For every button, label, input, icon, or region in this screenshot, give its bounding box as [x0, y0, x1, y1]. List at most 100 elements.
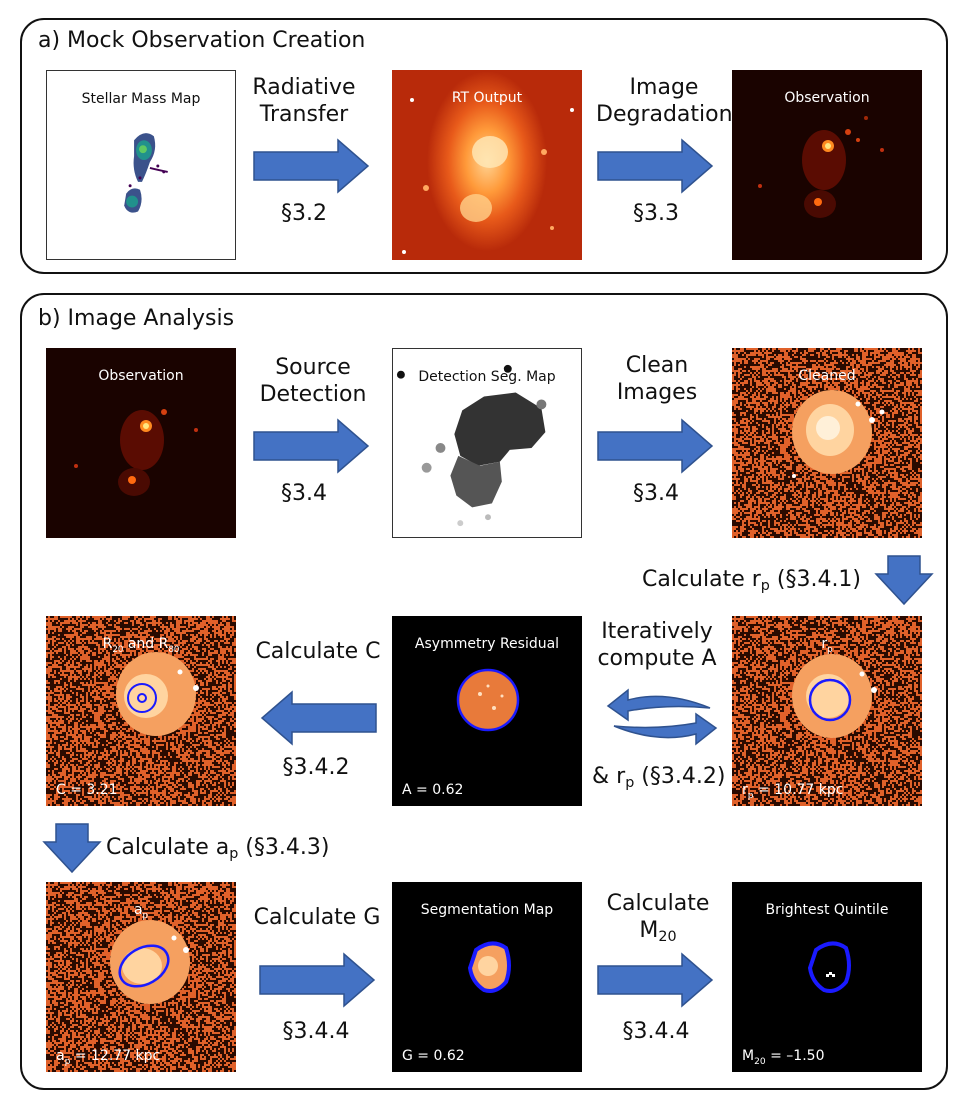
brightest-quintile-image: Brightest Quintile M20 = –1.50 [732, 882, 922, 1072]
concentration-stat: C = 3.21 [56, 782, 118, 798]
segmentation-map-caption: Segmentation Map [420, 902, 554, 918]
calculate-m20-line2: M20 [596, 917, 720, 944]
calculate-ap-label: Calculate ap (§3.4.3) [106, 834, 329, 861]
clean-images-line2: Images [616, 380, 698, 405]
calculate-m20-label: Calculate M20 [596, 890, 720, 944]
calculate-g-section: §3.4.4 [282, 1019, 350, 1044]
arrow-right-icon [597, 418, 714, 474]
stellar-mass-map-caption: Stellar Mass Map [81, 91, 201, 107]
stellar-mass-map-image: Stellar Mass Map [46, 70, 236, 260]
observation-image-b: Observation [46, 348, 236, 538]
calculate-m20-main: M [639, 918, 659, 943]
arrow-right-icon [597, 138, 714, 194]
observation-b-texture [74, 409, 198, 496]
panel-image-analysis [20, 293, 948, 1090]
ap-stat-value: = 12.77 kpc [70, 1048, 161, 1064]
calculate-g-label: Calculate G [253, 905, 381, 930]
observation-b-caption: Observation [98, 368, 184, 384]
ap-texture [110, 920, 190, 1004]
gini-stat: G = 0.62 [402, 1048, 465, 1064]
cycle-arrows-icon [606, 688, 718, 746]
rt-output-caption: RT Output [451, 90, 523, 106]
panel-a-title: a) Mock Observation Creation [38, 28, 366, 53]
image-degradation-line2: Degradation [596, 102, 733, 127]
petrosian-radius-stat: rp = 10.77 kpc [742, 782, 844, 801]
detection-seg-map-caption: Detection Seg. Map [418, 369, 556, 385]
image-degradation-line1: Image [629, 75, 699, 100]
iteratively-line1: Iteratively [601, 619, 713, 644]
ap-image: ap ap = 12.77 kpc [46, 882, 236, 1072]
calculate-ap-sub: p [229, 846, 239, 862]
arrow-right-icon [597, 952, 714, 1008]
petrosian-radius-texture [792, 654, 877, 738]
image-degradation-label: Image Degradation [596, 74, 733, 128]
rt-output-texture [402, 98, 574, 254]
iteratively-rp-prefix: & r [592, 764, 626, 789]
source-detection-line1: Source [275, 355, 351, 380]
radiative-transfer-section: §3.2 [281, 201, 327, 226]
arrow-down-icon [42, 823, 102, 874]
rp-stat-main: r [742, 782, 748, 798]
asymmetry-residual-plot [456, 668, 520, 732]
rp-stat-value: = 10.77 kpc [753, 782, 844, 798]
arrow-left-icon [260, 690, 377, 746]
calculate-rp-sub: p [760, 578, 770, 594]
iteratively-rp-suffix: (§3.4.2) [634, 764, 726, 789]
calculate-ap-prefix: Calculate a [106, 835, 230, 860]
arrow-down-icon [874, 555, 934, 606]
asymmetry-residual-image: Asymmetry Residual A = 0.62 [392, 616, 582, 806]
iteratively-compute-label: Iteratively compute A [592, 618, 722, 672]
rt-output-image: RT Output [392, 70, 582, 260]
asymmetry-stat: A = 0.62 [402, 782, 464, 798]
detection-seg-map-plot [396, 364, 547, 527]
clean-images-line1: Clean [625, 353, 689, 378]
arrow-right-icon [253, 138, 370, 194]
arrow-right-icon [259, 952, 376, 1008]
image-degradation-section: §3.3 [633, 201, 679, 226]
m20-stat: M20 = –1.50 [742, 1048, 825, 1067]
cleaned-image: Cleaned [732, 348, 922, 538]
m20-stat-main: M [742, 1048, 755, 1064]
r20-r80-caption: R20 and R80 [46, 636, 236, 655]
panel-b-title: b) Image Analysis [38, 306, 235, 331]
cleaned-caption: Cleaned [798, 368, 856, 384]
r20-r80-image: R20 and R80 C = 3.21 [46, 616, 236, 806]
ap-caption-sub: p [142, 911, 149, 921]
segmentation-map-image: Segmentation Map G = 0.62 [392, 882, 582, 1072]
segmentation-map-plot [467, 941, 511, 993]
radiative-transfer-line1: Radiative [252, 75, 356, 100]
iteratively-rp-sub: p [625, 775, 635, 791]
ap-stat-main: a [56, 1048, 65, 1064]
source-detection-line2: Detection [259, 382, 367, 407]
observation-caption: Observation [784, 90, 870, 106]
rp-stat-sub: p [747, 791, 754, 801]
arrow-right-icon [253, 418, 370, 474]
calculate-rp-label: Calculate rp (§3.4.1) [642, 566, 861, 593]
m20-stat-value: = –1.50 [765, 1048, 825, 1064]
iteratively-line2: compute A [597, 646, 717, 671]
ap-stat-sub: p [64, 1057, 71, 1067]
m20-stat-sub: 20 [754, 1057, 766, 1067]
petrosian-radius-image: rp rp = 10.77 kpc [732, 616, 922, 806]
clean-images-section: §3.4 [633, 481, 679, 506]
rp-caption-main: r [821, 636, 828, 652]
r20-label: R [102, 636, 113, 652]
ap-caption-main: a [133, 902, 143, 918]
radiative-transfer-label: Radiative Transfer [252, 74, 356, 128]
radiative-transfer-line2: Transfer [259, 102, 349, 127]
brightest-quintile-caption: Brightest Quintile [765, 902, 889, 918]
cleaned-texture [792, 390, 885, 478]
petrosian-radius-caption: rp [732, 636, 922, 654]
r20-sub: 20 [112, 645, 124, 655]
r80-label: and R [123, 636, 169, 652]
iteratively-rp-label: & rp (§3.4.2) [592, 763, 725, 790]
calculate-ap-suffix: (§3.4.3) [238, 835, 330, 860]
panel-mock-observation [20, 18, 948, 274]
calculate-m20-section: §3.4.4 [622, 1019, 690, 1044]
calculate-rp-prefix: Calculate r [642, 567, 761, 592]
ap-stat: ap = 12.77 kpc [56, 1048, 161, 1067]
source-detection-section: §3.4 [281, 481, 327, 506]
clean-images-label: Clean Images [596, 352, 718, 406]
r20-r80-texture [116, 652, 199, 736]
r80-sub: 80 [168, 645, 180, 655]
